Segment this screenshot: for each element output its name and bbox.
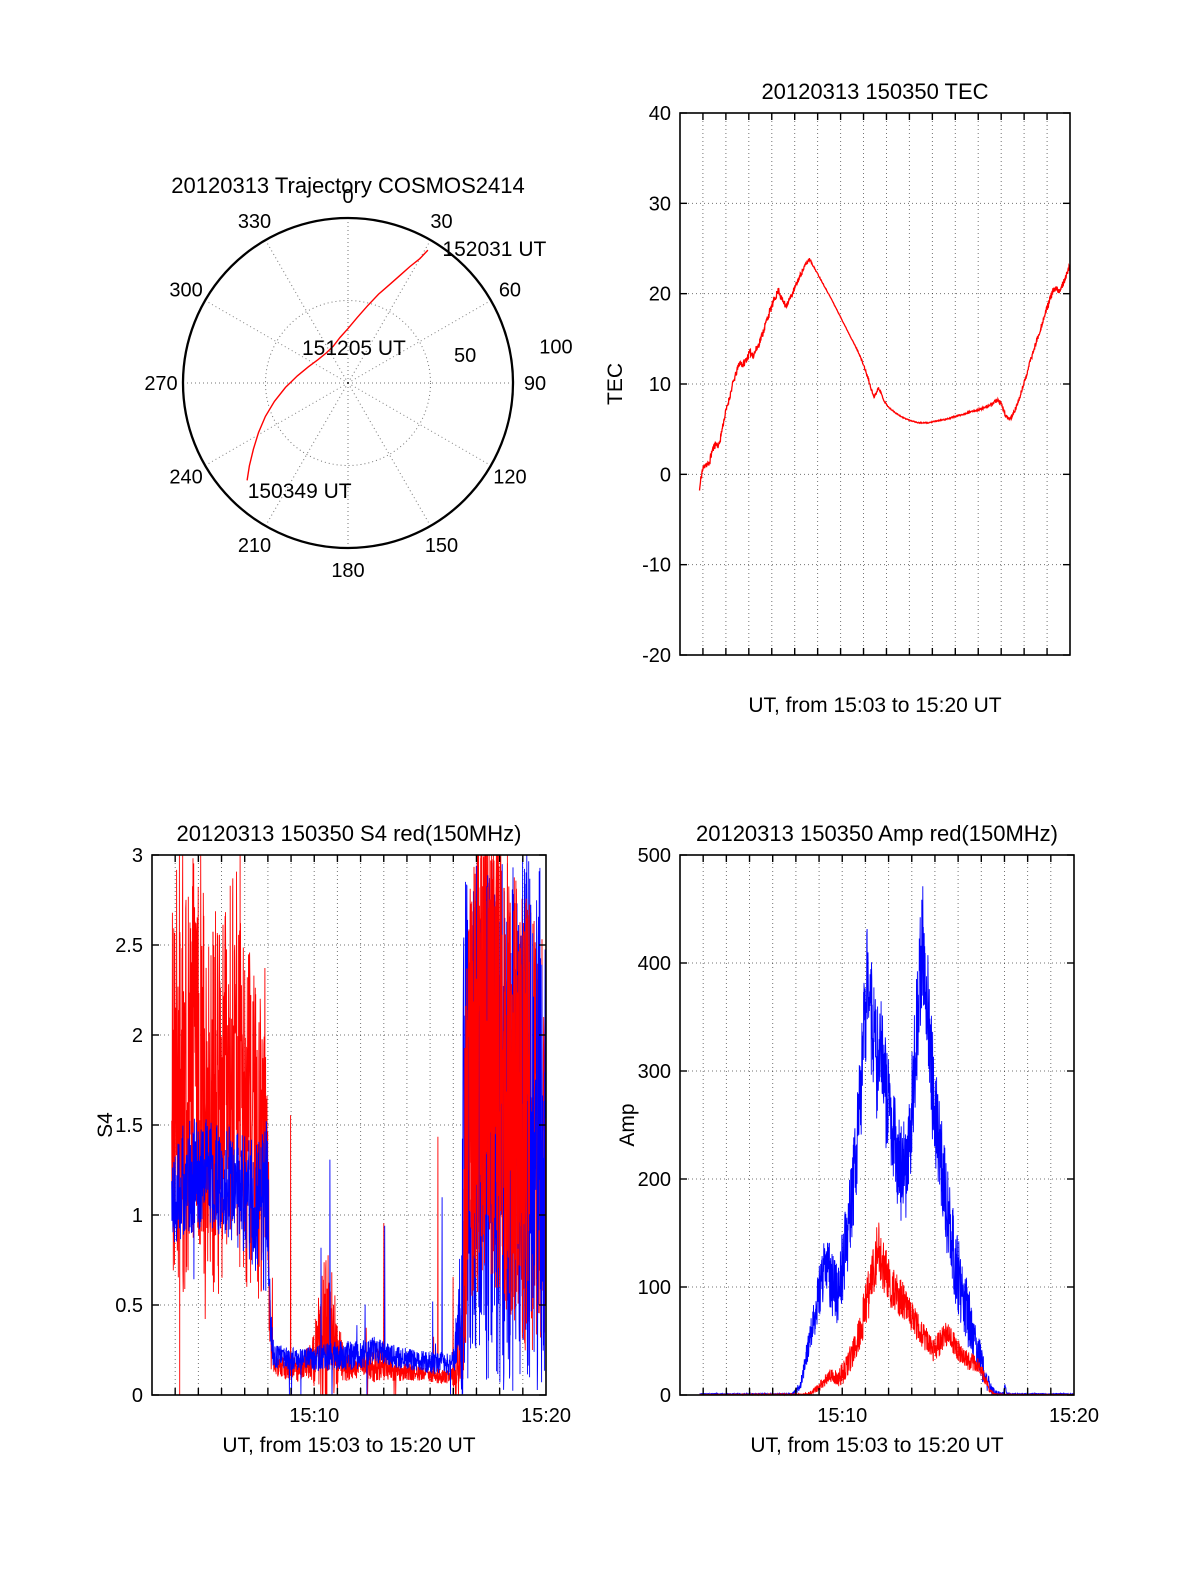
azimuth-spoke	[204, 382, 349, 466]
trajectory-time-annotation: 152031 UT	[442, 238, 546, 261]
series-s4-red-burst	[463, 854, 531, 1343]
azimuth-tick-label: 0	[342, 186, 353, 208]
radial-tick-label: 100	[539, 336, 572, 358]
y-tick-label: 20	[649, 284, 671, 306]
plot-frame	[679, 854, 1075, 1396]
x-tick-label: 15:20	[1049, 1405, 1099, 1427]
y-tick-label: 0.5	[115, 1295, 143, 1317]
x-tick-label: 15:20	[521, 1405, 571, 1427]
plot-title: 20120313 150350 S4 red(150MHz)	[177, 821, 522, 846]
plot-title: 20120313 Trajectory COSMOS2414	[171, 173, 524, 198]
y-tick-label: 30	[649, 193, 671, 215]
y-tick-label: 100	[638, 1277, 671, 1299]
azimuth-tick-label: 210	[238, 535, 271, 557]
plot-frame	[679, 112, 1071, 656]
x-axis-label: UT, from 15:03 to 15:20 UT	[222, 1434, 475, 1457]
amp-line-plot: 500 400 300 200 100 0 15:10 15:20 20120313 15035…	[616, 821, 1099, 1457]
elevation-ring	[265, 300, 431, 466]
y-tick-label: -10	[642, 555, 671, 577]
series-tec-red	[698, 257, 1071, 491]
y-tick-label: 40	[649, 103, 671, 125]
y-tick-label: 400	[638, 953, 671, 975]
azimuth-tick-label: 150	[425, 535, 458, 557]
azimuth-tick-label: 60	[499, 280, 521, 302]
tec-line-plot: 40 30 20 10 0 -10 -20 20120313 150350 TEC UT, fr…	[604, 79, 1071, 717]
polar-outer-circle	[181, 216, 515, 550]
azimuth-spoke	[347, 239, 431, 384]
y-axis-label: TEC	[604, 363, 627, 405]
azimuth-spoke	[347, 382, 431, 527]
y-tick-label: 300	[638, 1061, 671, 1083]
radial-tick-label: 50	[454, 345, 476, 367]
y-tick-label: 2.5	[115, 935, 143, 957]
s4-line-plot: 3 2.5 2 1.5 1 0.5 0 15:10 15:20 20120313 150350 S…	[94, 821, 571, 1457]
y-tick-label: 500	[638, 845, 671, 867]
series-amp-blue	[699, 886, 1075, 1397]
plot-title: 20120313 150350 TEC	[761, 79, 988, 104]
x-axis-label: UT, from 15:03 to 15:20 UT	[750, 1434, 1003, 1457]
y-tick-label: 1.5	[115, 1115, 143, 1137]
trajectory-time-annotation: 151205 UT	[302, 337, 406, 360]
y-tick-label: 0	[132, 1385, 143, 1407]
y-tick-label: 0	[660, 464, 671, 486]
plot-title: 20120313 150350 Amp red(150MHz)	[696, 821, 1058, 846]
x-tick-label: 15:10	[817, 1405, 867, 1427]
y-tick-label: 0	[660, 1385, 671, 1407]
azimuth-tick-label: 330	[238, 211, 271, 233]
x-tick-label: 15:10	[289, 1405, 339, 1427]
azimuth-spoke	[347, 382, 492, 466]
y-tick-label: -20	[642, 645, 671, 667]
x-axis-label: UT, from 15:03 to 15:20 UT	[748, 694, 1001, 717]
trajectory-time-annotation: 150349 UT	[248, 480, 352, 503]
y-tick-label: 2	[132, 1025, 143, 1047]
y-axis-label: Amp	[616, 1103, 639, 1146]
azimuth-tick-label: 240	[169, 467, 202, 489]
satellite-trajectory	[246, 249, 429, 481]
y-tick-label: 1	[132, 1205, 143, 1227]
azimuth-tick-label: 120	[493, 467, 526, 489]
y-tick-label: 200	[638, 1169, 671, 1191]
azimuth-tick-label: 30	[430, 211, 452, 233]
azimuth-tick-label: 180	[331, 560, 364, 582]
azimuth-tick-label: 300	[169, 280, 202, 302]
trajectory-polar-plot: 0 30 60 90 120 150 180 210 240 270 300 330 50 100 1520…	[144, 173, 572, 582]
azimuth-tick-label: 270	[144, 373, 177, 395]
y-axis-label: S4	[94, 1112, 117, 1138]
azimuth-tick-label: 90	[524, 373, 546, 395]
y-tick-label: 3	[132, 845, 143, 867]
series-amp-red-150MHz	[699, 1222, 1075, 1397]
y-tick-label: 10	[649, 374, 671, 396]
